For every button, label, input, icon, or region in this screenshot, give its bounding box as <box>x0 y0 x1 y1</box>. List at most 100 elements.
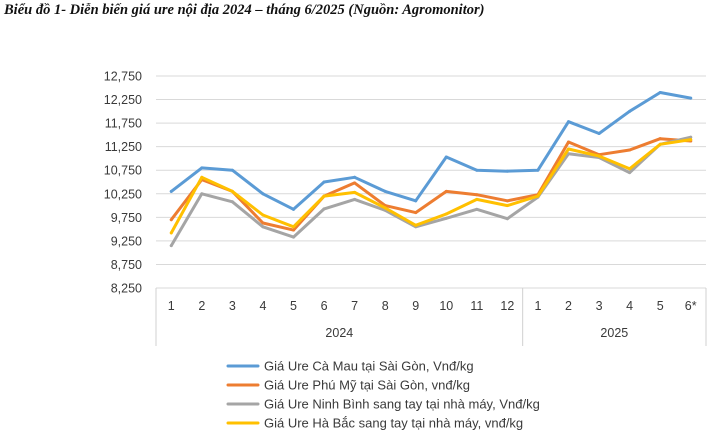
data-point <box>505 199 509 203</box>
y-tick-label: 9,250 <box>111 234 142 248</box>
y-tick-label: 11,250 <box>105 140 142 154</box>
data-point <box>567 147 570 151</box>
data-point <box>444 189 448 193</box>
legend-label: Giá Ure Cà Mau tại Sài Gòn, Vnđ/kg <box>264 359 474 374</box>
x-tick-label: 9 <box>412 299 419 313</box>
data-point <box>322 207 326 211</box>
data-point <box>169 218 173 222</box>
data-point <box>261 213 265 217</box>
data-point <box>353 190 357 194</box>
data-point <box>353 175 357 179</box>
data-point <box>628 109 632 113</box>
y-tick-label: 12,750 <box>104 70 142 84</box>
data-point <box>505 217 509 221</box>
data-point <box>567 140 570 144</box>
data-point <box>505 169 509 173</box>
data-point <box>200 166 204 170</box>
data-point <box>292 207 295 211</box>
y-tick-label: 8,250 <box>111 282 142 296</box>
y-tick-label: 12,250 <box>104 93 142 107</box>
x-tick-label: 3 <box>596 299 603 313</box>
data-point <box>658 137 662 141</box>
data-point <box>230 168 234 172</box>
data-point <box>475 197 479 201</box>
data-point <box>353 181 357 185</box>
x-tick-label: 1 <box>534 299 541 313</box>
data-point <box>567 152 570 156</box>
data-point <box>475 168 479 172</box>
data-point <box>658 142 662 146</box>
data-point <box>200 192 204 196</box>
series-line <box>169 91 693 211</box>
y-tick-label: 9,750 <box>111 211 142 225</box>
x-tick-label: 5 <box>290 299 297 313</box>
data-point <box>261 221 265 225</box>
data-point <box>628 171 632 175</box>
x-tick-label: 5 <box>657 299 664 313</box>
data-point <box>414 223 418 227</box>
x-tick-label: 6 <box>321 299 328 313</box>
data-point <box>383 189 387 193</box>
x-tick-label: 10 <box>439 299 453 313</box>
x-tick-label: 2 <box>565 299 572 313</box>
data-point <box>261 225 265 229</box>
chart-title: Biểu đồ 1- Diễn biến giá ure nội địa 202… <box>4 2 485 18</box>
x-tick-label: 11 <box>470 299 483 313</box>
data-point <box>536 194 540 198</box>
data-point <box>414 199 418 203</box>
data-point <box>689 96 693 100</box>
series-line <box>169 137 693 232</box>
data-point <box>444 212 448 216</box>
y-tick-label: 10,750 <box>104 164 142 178</box>
data-point <box>383 206 387 210</box>
x-tick-label: 6* <box>685 299 697 313</box>
data-point <box>230 200 234 204</box>
x-tick-label: 2 <box>198 299 205 313</box>
data-point <box>292 225 295 229</box>
legend-label: Giá Ure Phú Mỹ tại Sài Gòn, vnđ/kg <box>264 378 470 393</box>
data-point <box>322 194 326 198</box>
data-point <box>292 235 295 239</box>
data-point <box>475 207 479 211</box>
data-point <box>322 180 326 184</box>
x-tick-label: 1 <box>168 299 175 313</box>
data-point <box>689 138 693 142</box>
data-point <box>628 148 632 152</box>
data-point <box>536 168 540 172</box>
data-point <box>658 90 662 94</box>
data-point <box>353 197 357 201</box>
x-tick-label: 12 <box>500 299 514 313</box>
data-point <box>261 192 265 196</box>
y-tick-label: 11,750 <box>105 117 142 131</box>
x-tick-label: 7 <box>351 299 358 313</box>
data-point <box>689 135 693 139</box>
x-tick-label: 3 <box>229 299 236 313</box>
data-point <box>475 193 479 197</box>
data-point <box>628 167 632 171</box>
x-group-label: 2024 <box>325 326 353 340</box>
data-point <box>567 120 570 124</box>
x-tick-label: 8 <box>382 299 389 313</box>
y-tick-label: 8,750 <box>111 258 142 272</box>
x-group-label: 2025 <box>600 326 628 340</box>
data-point <box>169 244 173 248</box>
legend-label: Giá Ure Ninh Bình sang tay tại nhà máy, … <box>264 397 540 412</box>
data-point <box>597 154 601 158</box>
x-tick-label: 4 <box>626 299 633 313</box>
data-point <box>597 131 601 135</box>
data-point <box>200 175 204 179</box>
data-point <box>414 211 418 215</box>
x-tick-label: 4 <box>259 299 266 313</box>
y-tick-label: 10,250 <box>104 187 142 201</box>
data-point <box>444 155 448 159</box>
series-line <box>169 135 693 248</box>
data-point <box>292 228 295 232</box>
data-point <box>505 204 509 208</box>
data-point <box>169 231 173 235</box>
series-line <box>169 138 693 235</box>
data-point <box>230 189 234 193</box>
data-point <box>169 189 173 193</box>
data-point <box>444 216 448 220</box>
legend-label: Giá Ure Hà Bắc sang tay tại nhà máy, vnđ… <box>264 416 523 431</box>
